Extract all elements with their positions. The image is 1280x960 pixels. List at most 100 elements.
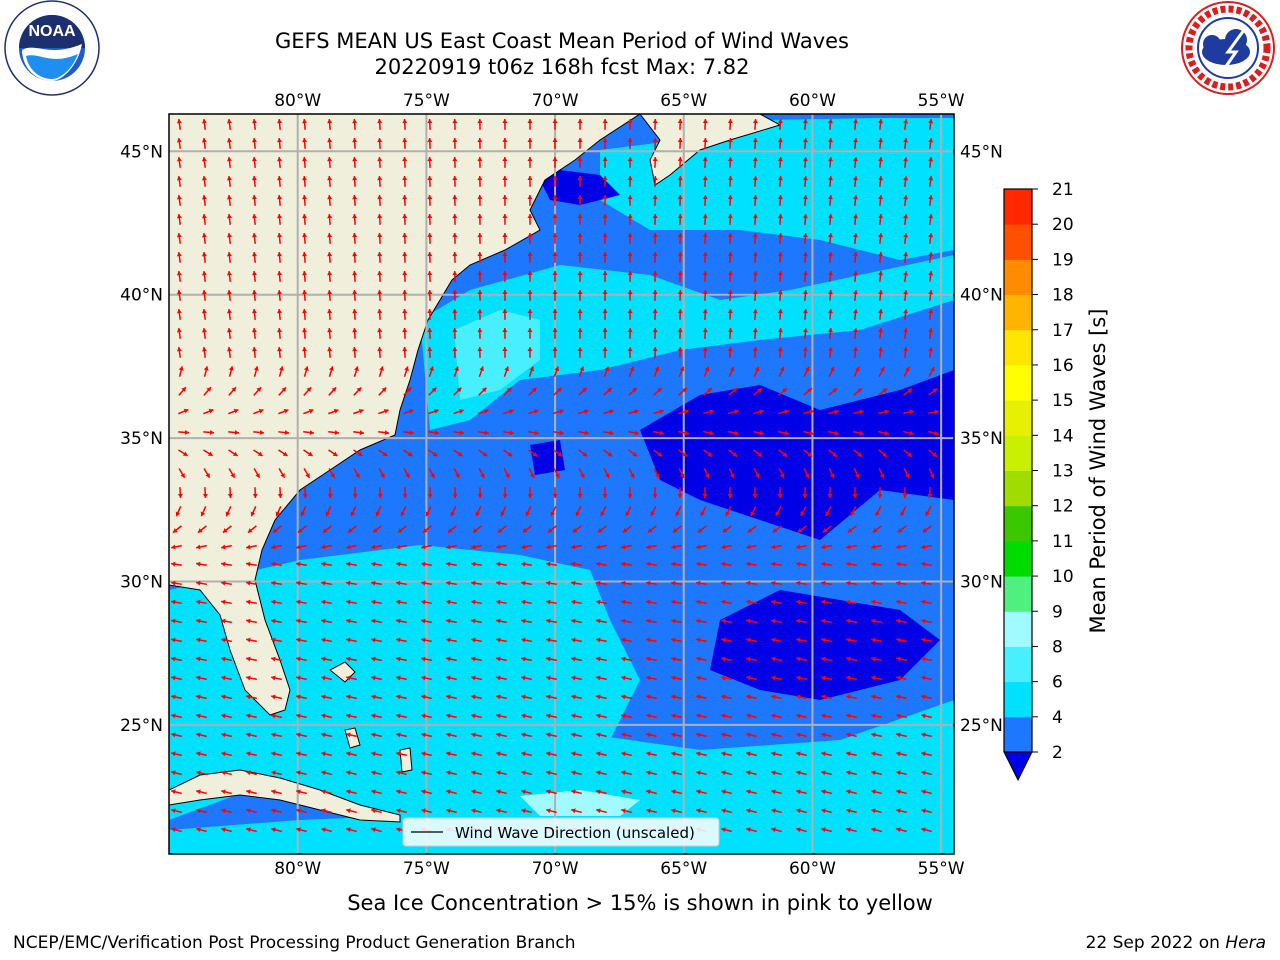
wave-arrow [327, 308, 333, 320]
wave-arrow [928, 409, 939, 415]
wave-arrow [827, 327, 833, 339]
wave-arrow [352, 175, 358, 187]
lat-label-right: 40°N [960, 286, 1003, 306]
wave-arrow [447, 525, 457, 534]
wave-arrow [903, 194, 909, 206]
wave-arrow [370, 561, 382, 567]
wave-arrow [452, 175, 458, 187]
wave-arrow [402, 251, 408, 263]
wave-arrow [502, 213, 508, 225]
wave-arrow [196, 694, 207, 700]
wave-arrow [377, 308, 383, 320]
wave-arrow [402, 232, 408, 244]
wave-arrow [453, 409, 464, 415]
wave-arrow [752, 289, 758, 301]
wave-arrow [728, 449, 738, 458]
wave-arrow [277, 251, 283, 263]
wave-arrow [496, 751, 507, 757]
wave-arrow [800, 506, 807, 517]
wave-arrow [371, 827, 382, 833]
wave-arrow [196, 675, 207, 681]
wave-arrow [728, 366, 735, 377]
wave-arrow [378, 449, 388, 457]
wave-arrow [246, 544, 257, 550]
wave-arrow [896, 675, 907, 681]
wave-arrow [802, 346, 808, 358]
wave-arrow [378, 386, 387, 396]
wave-arrow [226, 346, 232, 358]
wave-arrow [352, 194, 358, 206]
colorbar: 2 4 6 8 9 10 11 12 13 14 15 16 17 18 19 20 21 [1003, 180, 1074, 782]
wave-arrow [402, 213, 408, 225]
wave-arrow [471, 656, 482, 662]
wave-arrow [546, 770, 557, 776]
wave-arrow [502, 270, 508, 282]
wave-arrow [178, 429, 190, 435]
wave-arrow [196, 713, 207, 719]
wave-arrow [446, 808, 457, 814]
wave-arrow [753, 366, 760, 377]
wave-arrow [903, 468, 910, 479]
wave-arrow [521, 675, 532, 681]
wave-arrow [928, 270, 934, 282]
wave-arrow [471, 751, 482, 757]
wave-arrow [496, 694, 507, 700]
wave-arrow [527, 270, 533, 282]
wave-arrow [546, 713, 557, 719]
wave-arrow [171, 694, 182, 700]
wave-arrow [446, 618, 457, 624]
wave-arrow [646, 770, 657, 776]
wave-arrow [176, 308, 182, 320]
wave-arrow [727, 270, 733, 282]
wave-arrow [621, 599, 632, 605]
wave-arrow [527, 289, 533, 301]
wave-arrow [176, 137, 182, 149]
wave-arrow [921, 580, 932, 586]
wave-arrow [821, 789, 832, 795]
wave-arrow [278, 408, 289, 415]
wave-arrow [878, 289, 884, 301]
wave-arrow [203, 468, 211, 479]
wave-arrow [521, 544, 532, 550]
wave-arrow [271, 580, 282, 586]
wave-arrow [178, 449, 189, 457]
wave-arrow [251, 194, 257, 206]
wave-arrow [303, 408, 314, 415]
wave-arrow [827, 289, 833, 301]
wave-arrow [302, 308, 308, 320]
wave-arrow [176, 175, 182, 187]
wave-arrow [653, 387, 663, 396]
wave-arrow [878, 118, 884, 130]
wave-arrow [496, 544, 507, 550]
wave-arrow [446, 656, 457, 662]
wave-arrow [621, 808, 632, 814]
wave-arrow [296, 770, 307, 776]
wave-arrow [178, 366, 184, 377]
wave-arrow [747, 525, 757, 533]
wave-arrow [402, 194, 408, 206]
wave-arrow [446, 751, 457, 757]
wave-arrow [397, 525, 407, 534]
wave-arrow [628, 387, 638, 396]
wave-arrow [871, 713, 882, 719]
wave-arrow [246, 789, 257, 795]
wave-arrow [327, 213, 333, 225]
wave-arrow [853, 194, 859, 206]
wave-arrow [502, 251, 508, 263]
wave-arrow [802, 156, 808, 168]
wave-arrow [302, 270, 308, 282]
wave-arrow [896, 713, 907, 719]
wave-arrow [452, 327, 458, 339]
wave-arrow [646, 637, 657, 643]
lat-label-right: 35°N [960, 429, 1003, 449]
wave-arrow [577, 175, 583, 187]
wave-arrow [553, 387, 563, 396]
wave-arrow [321, 599, 332, 605]
wave-arrow [303, 430, 315, 436]
colorbar-tick-label: 19 [1052, 250, 1074, 270]
wave-arrow [671, 637, 682, 643]
wave-arrow [928, 308, 934, 320]
wave-arrow [251, 346, 257, 358]
wave-arrow [396, 675, 407, 681]
wave-arrow [878, 251, 884, 263]
